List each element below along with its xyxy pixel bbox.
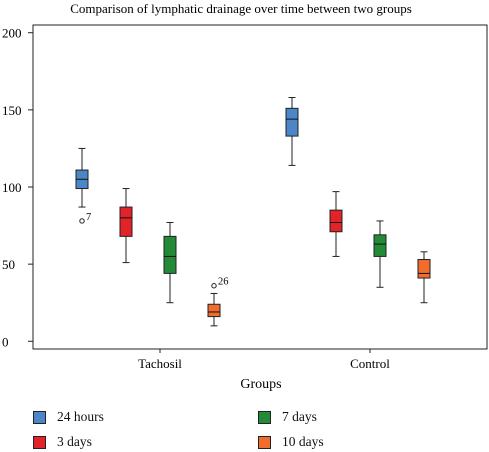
- iqr-box-10-days-control: [417, 259, 431, 279]
- chart-title: Comparison of lymphatic drainage over ti…: [70, 1, 412, 16]
- legend-swatch-7-days: [258, 410, 271, 424]
- legend-item-1: 3 days: [33, 434, 92, 450]
- box-7-days-tachosil: [163, 221, 177, 304]
- iqr-box-7-days-tachosil: [163, 235, 177, 274]
- outlier-label-10-days-tachosil-0: 26: [218, 277, 229, 288]
- x-tick-label-tachosil: Tachosil: [138, 356, 182, 371]
- plot-frame: [32, 24, 488, 350]
- box-3-days-tachosil: [119, 188, 133, 264]
- iqr-box-3-days-tachosil: [119, 206, 133, 237]
- outlier-label-24-hours-tachosil-0: 7: [86, 212, 91, 223]
- box-10-days-control: [417, 251, 431, 304]
- legend-item-3: 10 days: [258, 434, 324, 450]
- y-axis: 0 50 100 150 200: [2, 26, 33, 349]
- legend-item-0: 24 hours: [33, 409, 104, 425]
- iqr-box-24-hours-control: [285, 107, 299, 137]
- box-7-days-control: [373, 220, 387, 288]
- legend-label-7-days: 7 days: [282, 409, 317, 424]
- y-tick-label-200: 200: [2, 26, 22, 41]
- box-series-group: 7 26: [75, 97, 431, 327]
- iqr-box-3-days-control: [329, 209, 343, 233]
- legend-label-10-days: 10 days: [282, 434, 324, 449]
- legend-swatch-10-days: [258, 435, 271, 449]
- outlier-point-24-hours-tachosil-0: [79, 218, 85, 224]
- x-axis-title: Groups: [240, 377, 281, 392]
- legend-label-3-days: 3 days: [57, 434, 92, 449]
- box-3-days-control: [329, 191, 343, 257]
- iqr-box-7-days-control: [373, 234, 387, 257]
- outlier-point-10-days-tachosil-0: [211, 283, 217, 289]
- x-tick-label-control: Control: [350, 356, 390, 371]
- box-24-hours-tachosil: 7: [75, 147, 91, 224]
- legend-item-2: 7 days: [258, 409, 317, 425]
- box-24-hours-control: [285, 97, 299, 166]
- y-tick-label-100: 100: [2, 180, 22, 195]
- y-tick-label-0: 0: [2, 334, 9, 349]
- boxplot-chart: Comparison of lymphatic drainage over ti…: [2, 1, 488, 392]
- legend-swatch-3-days: [33, 435, 46, 449]
- iqr-box-10-days-tachosil: [207, 303, 221, 318]
- legend-swatch-24-hours: [33, 410, 46, 424]
- legend-label-24-hours: 24 hours: [57, 409, 104, 424]
- y-tick-label-150: 150: [2, 103, 22, 118]
- box-10-days-tachosil: 26: [207, 277, 229, 327]
- x-axis: Tachosil Control: [138, 349, 390, 371]
- y-tick-label-50: 50: [2, 257, 15, 272]
